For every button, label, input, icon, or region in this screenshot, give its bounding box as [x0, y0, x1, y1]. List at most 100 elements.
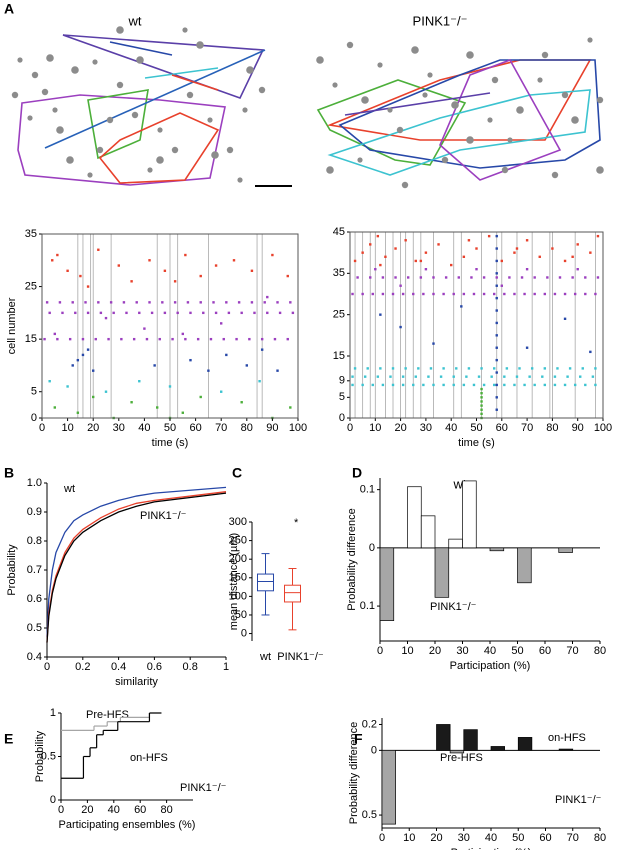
spike	[432, 292, 435, 296]
spike	[99, 311, 103, 315]
y-axis-label: cell number	[6, 297, 18, 354]
cell-dot	[106, 116, 114, 124]
spike	[232, 259, 236, 262]
x-tick-label: 10	[369, 422, 381, 434]
spike	[556, 367, 559, 370]
spike	[138, 311, 141, 315]
spike	[371, 383, 374, 387]
spike	[196, 337, 200, 341]
spike	[391, 383, 395, 387]
spike	[220, 390, 223, 393]
category-label: wt	[259, 651, 271, 663]
bar	[407, 486, 422, 549]
spike	[391, 367, 395, 370]
spike	[237, 301, 241, 304]
spike	[429, 367, 433, 370]
spike	[495, 272, 498, 275]
spike	[291, 311, 295, 315]
x-tick-label: 80	[241, 422, 253, 434]
spike	[495, 334, 498, 337]
spike	[109, 301, 113, 304]
annotation: PINK1⁻/⁻	[555, 794, 602, 806]
spike	[546, 276, 549, 279]
spike	[594, 367, 597, 370]
spike	[220, 322, 223, 325]
x-tick-label: 70	[566, 645, 578, 657]
spike	[493, 292, 496, 296]
spike	[513, 383, 516, 387]
y-tick-label: 45	[333, 226, 345, 238]
y-tick-label: 150	[229, 572, 247, 584]
spike	[493, 367, 496, 370]
spike	[495, 247, 498, 250]
y-axis-label: Probability	[34, 730, 46, 782]
spike	[351, 292, 354, 296]
spike	[401, 375, 405, 378]
x-tick-label: 100	[594, 422, 612, 434]
x-tick-label: 50	[512, 832, 524, 844]
plot-frame	[41, 233, 299, 419]
spike	[462, 383, 466, 387]
spike	[401, 292, 405, 296]
spike	[563, 292, 567, 296]
spike	[467, 239, 471, 242]
bar	[420, 515, 436, 549]
spike	[379, 263, 382, 267]
spike	[495, 371, 498, 374]
spike	[94, 337, 97, 341]
spike	[503, 292, 506, 296]
spike	[245, 364, 248, 367]
cell-dot	[17, 57, 23, 63]
spike	[530, 367, 534, 370]
spike	[369, 243, 372, 246]
bar	[436, 724, 451, 751]
cell-dot	[377, 62, 383, 68]
cell-dot	[211, 151, 219, 159]
spike	[248, 337, 251, 341]
spike	[495, 346, 498, 349]
spike	[533, 292, 536, 296]
y-tick-label: 0.6	[27, 593, 42, 605]
spike	[589, 350, 592, 354]
spike	[513, 292, 516, 296]
x-tick-label: 0.6	[147, 661, 162, 673]
spike	[125, 311, 128, 315]
spike	[48, 311, 51, 315]
spike	[495, 276, 498, 279]
cell-dot	[156, 156, 164, 164]
y-axis-label: Probability	[6, 544, 18, 596]
cell-dot	[136, 56, 144, 64]
spike	[432, 276, 435, 279]
spike	[495, 259, 498, 263]
cell-dot	[396, 126, 404, 134]
spike	[361, 383, 364, 387]
x-tick-label: 30	[420, 422, 432, 434]
spike	[541, 375, 544, 378]
x-tick-label: 0	[58, 804, 64, 816]
spike	[495, 296, 498, 300]
spike	[132, 337, 136, 341]
y-tick-label: 25	[333, 309, 345, 321]
spike	[573, 292, 577, 296]
x-tick-label: 50	[511, 645, 523, 657]
spike	[528, 375, 531, 378]
spike	[53, 332, 56, 336]
bar	[463, 729, 478, 751]
y-tick-label: 35	[333, 267, 345, 279]
series-name: on-HFS	[548, 732, 586, 744]
x-tick-label: 0	[347, 422, 353, 434]
spike	[92, 369, 95, 372]
y-tick-label: 35	[25, 228, 37, 240]
spike	[143, 327, 146, 330]
spike	[153, 364, 156, 367]
panel-letter: E	[4, 731, 13, 747]
spike	[253, 311, 256, 315]
spike	[566, 375, 569, 378]
spike	[356, 276, 359, 279]
spike	[273, 337, 277, 341]
cdf-line	[46, 491, 227, 643]
cell-dot	[27, 115, 33, 121]
spike	[58, 301, 62, 304]
cell-dot	[237, 177, 243, 183]
spike	[490, 375, 493, 378]
